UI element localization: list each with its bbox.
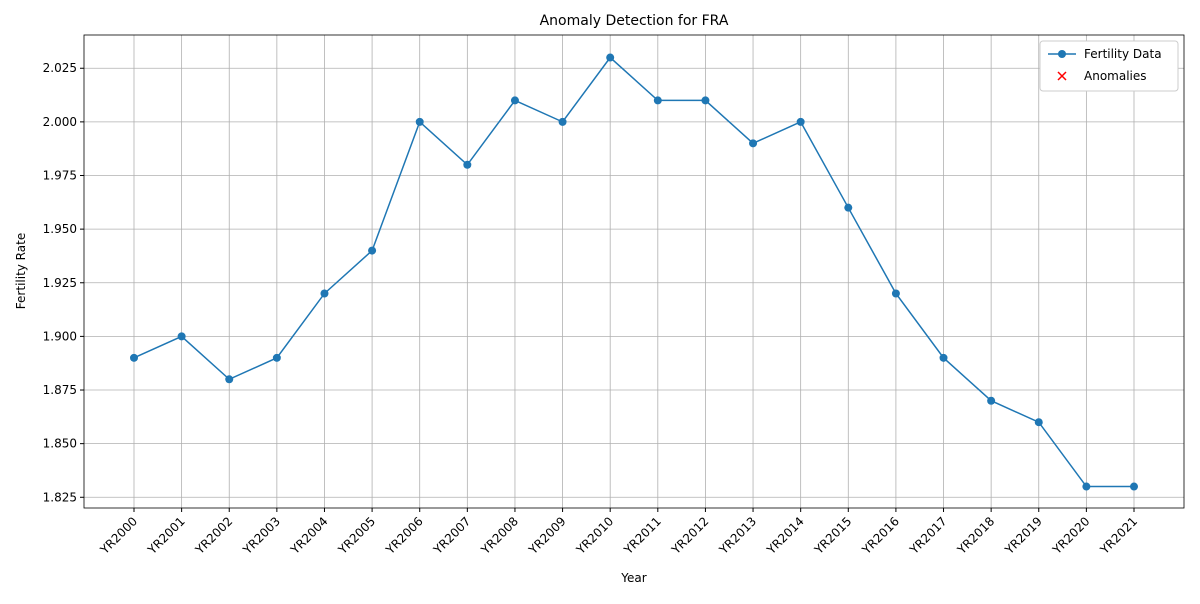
x-tick-label: YR2000 [97,514,140,557]
y-tick-label: 1.950 [43,222,77,236]
point [1034,418,1043,427]
chart-title: Anomaly Detection for FRA [540,13,729,29]
x-tick-label: YR2009 [525,514,568,557]
legend-marker [1057,71,1067,81]
y-axis-label: Fertility Rate [14,233,28,309]
point [272,353,281,362]
point [606,53,615,62]
point [939,353,948,362]
x-tick-label: YR2002 [192,514,235,557]
plot-frame [83,34,1185,509]
point [320,289,329,298]
x-tick-label: YR2017 [906,514,949,557]
point [558,117,567,126]
point [415,117,424,126]
y-tick-label: 1.900 [43,329,77,343]
point [225,375,234,384]
series-line [133,56,1134,488]
point [510,96,519,105]
x-marker [1057,71,1067,81]
point [653,96,662,105]
y-tick-label: 1.925 [43,276,77,290]
point [368,246,377,255]
point [130,353,138,362]
point [701,96,710,105]
point [1130,482,1138,491]
y-tick-label: 2.000 [43,115,77,129]
x-tick-label: YR2018 [954,514,997,557]
x-tick-label: YR2005 [335,514,378,557]
x-tick-label: YR2007 [430,514,473,557]
x-tick-label: YR2020 [1049,514,1092,557]
point [749,139,758,148]
y-tick-label: 1.975 [43,169,77,183]
point [796,117,805,126]
point [1082,482,1091,491]
x-tick-label: YR2016 [859,514,902,557]
x-tick-label: YR2010 [573,514,616,557]
x-tick-label: YR2012 [668,514,711,557]
x-tick-label: YR2008 [478,514,521,557]
x-tick-label: YR2021 [1097,514,1140,557]
x-tick-label: YR2015 [811,514,854,557]
point [463,160,472,169]
y-tick-label: 1.825 [43,490,77,504]
point [891,289,900,298]
point [987,396,996,405]
x-tick-label: YR2003 [240,514,283,557]
x-tick-label: YR2004 [287,514,330,557]
legend-marker [1058,50,1066,58]
x-tick-label: YR2014 [763,514,806,557]
legend-label: Fertility Data [1084,47,1162,61]
point [844,203,853,212]
legend-label: Anomalies [1084,69,1147,83]
x-tick-label: YR2001 [144,514,187,557]
x-tick-label: YR2011 [621,514,664,557]
x-tick-label: YR2006 [383,514,426,557]
point [177,332,186,341]
y-tick-label: 1.875 [43,383,77,397]
y-tick-label: 2.025 [43,61,77,75]
x-tick-label: YR2013 [716,514,759,557]
x-axis-label: Year [620,571,646,585]
x-tick-label: YR2019 [1002,514,1045,557]
y-tick-label: 1.850 [43,437,77,451]
